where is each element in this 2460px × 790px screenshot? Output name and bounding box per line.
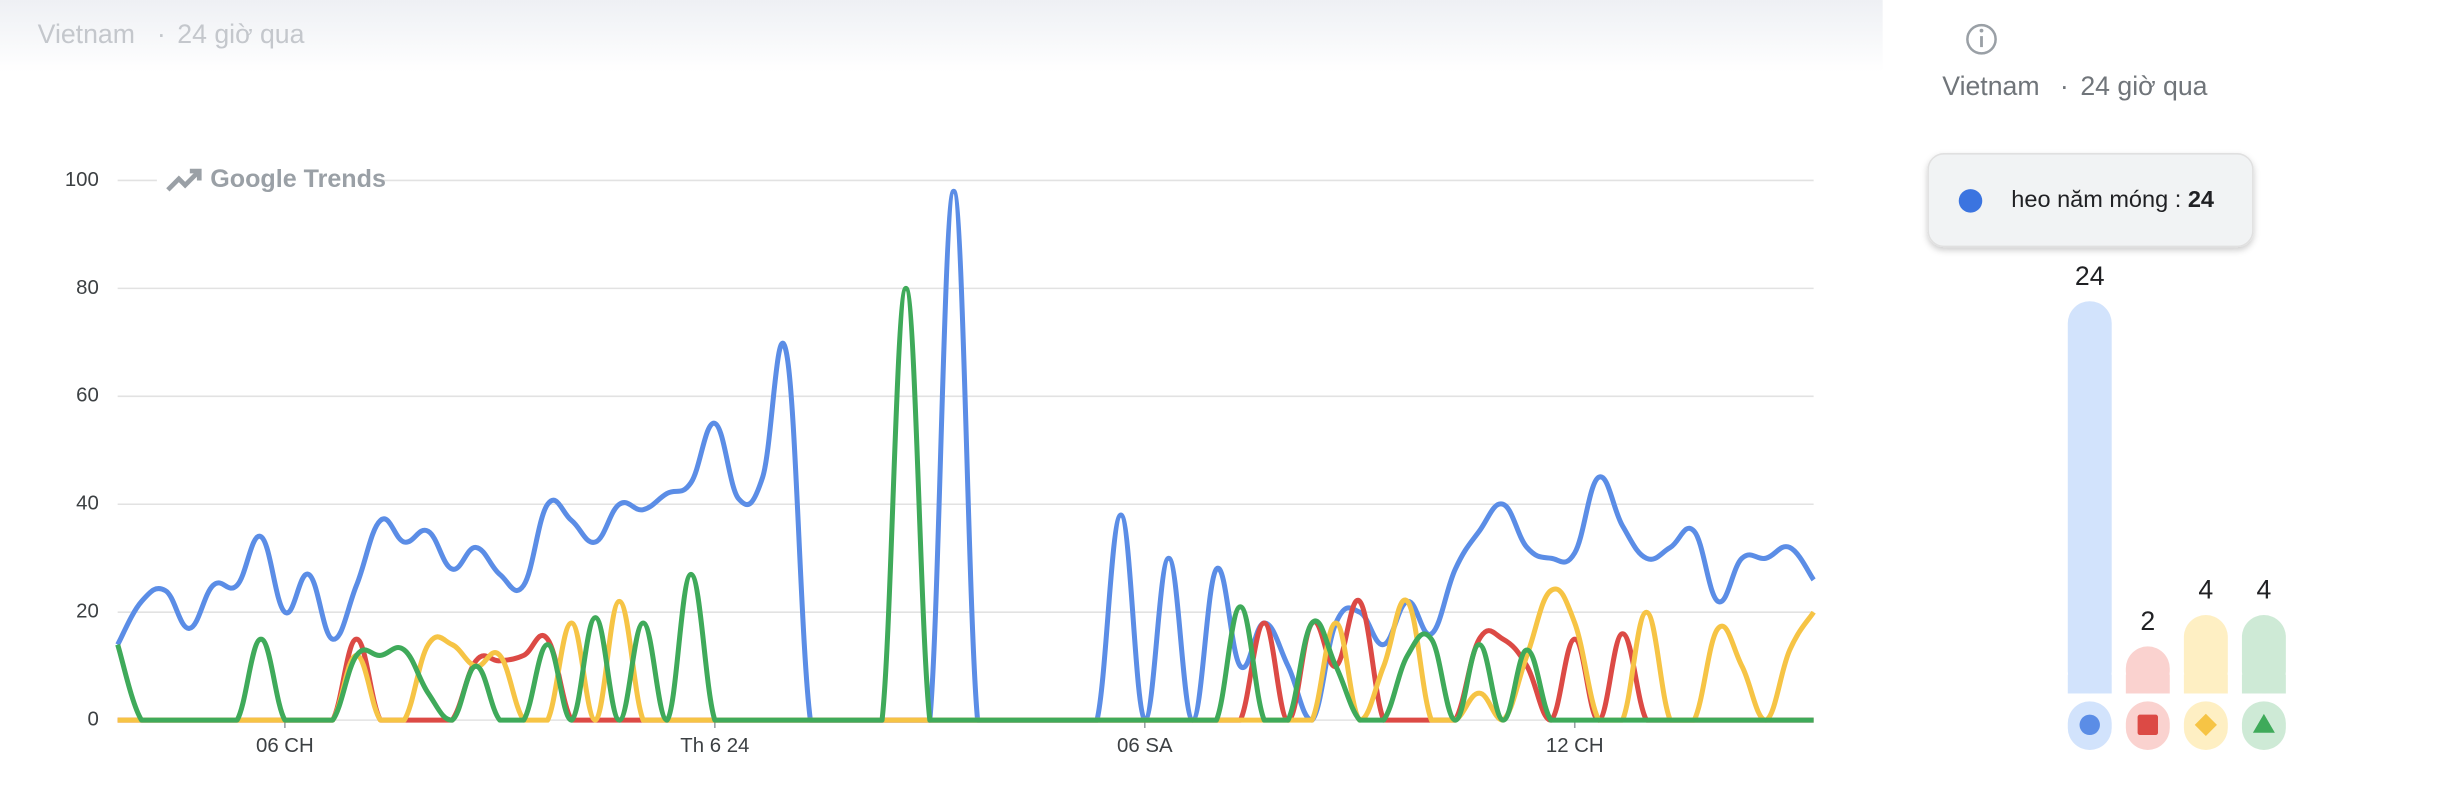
series-icon: [2252, 713, 2275, 733]
bar-foot: [2125, 674, 2170, 694]
series-icon: [2079, 714, 2100, 736]
series-line: [115, 188, 1816, 723]
bar: [2183, 615, 2228, 694]
watermark: Google Trends: [210, 165, 386, 193]
bar-foot: [2241, 674, 2286, 694]
y-tick-label: 20: [76, 601, 99, 623]
tooltip-dot: [1958, 189, 1983, 213]
y-tick-label: 60: [76, 385, 99, 407]
watermark-icon: [166, 168, 202, 192]
bar-label: 4: [2256, 575, 2271, 605]
header-separator: ·: [157, 19, 166, 49]
bar-foot: [2067, 674, 2112, 694]
tooltip: [1927, 153, 2254, 248]
panel-separator: ·: [2060, 71, 2069, 101]
header-location: Vietnam: [38, 19, 135, 49]
series-icon: [2137, 714, 2158, 736]
panel-period: 24 giờ qua: [2080, 71, 2207, 101]
y-tick-label: 0: [87, 709, 98, 731]
x-tick-label: 12 CH: [1546, 735, 1604, 757]
x-tick-label: 06 CH: [256, 735, 314, 757]
bar-label: 24: [2075, 261, 2105, 291]
panel-location: Vietnam: [1942, 71, 2039, 101]
bar-label: 2: [2140, 606, 2155, 636]
y-tick-label: 80: [76, 277, 99, 299]
header-period: 24 giờ qua: [177, 19, 304, 49]
bar: [2067, 301, 2112, 694]
y-tick-label: 100: [65, 169, 99, 191]
x-tick-label: 06 SA: [1117, 735, 1173, 757]
x-tick-label: Th 6 24: [680, 735, 749, 757]
bar-label: 4: [2198, 575, 2213, 605]
series-line: [115, 285, 1814, 723]
line-chart: 0 20 40 60 80 100 Google Trends 06 CH Th 6 24 06 …: [65, 163, 1816, 757]
y-tick-label: 40: [76, 493, 99, 515]
bar: [2241, 615, 2286, 694]
tooltip-text: heo năm móng : 24: [2011, 186, 2214, 212]
info-icon[interactable]: [1966, 23, 1997, 55]
header-band: [0, 0, 1883, 73]
bar-foot: [2183, 674, 2228, 694]
